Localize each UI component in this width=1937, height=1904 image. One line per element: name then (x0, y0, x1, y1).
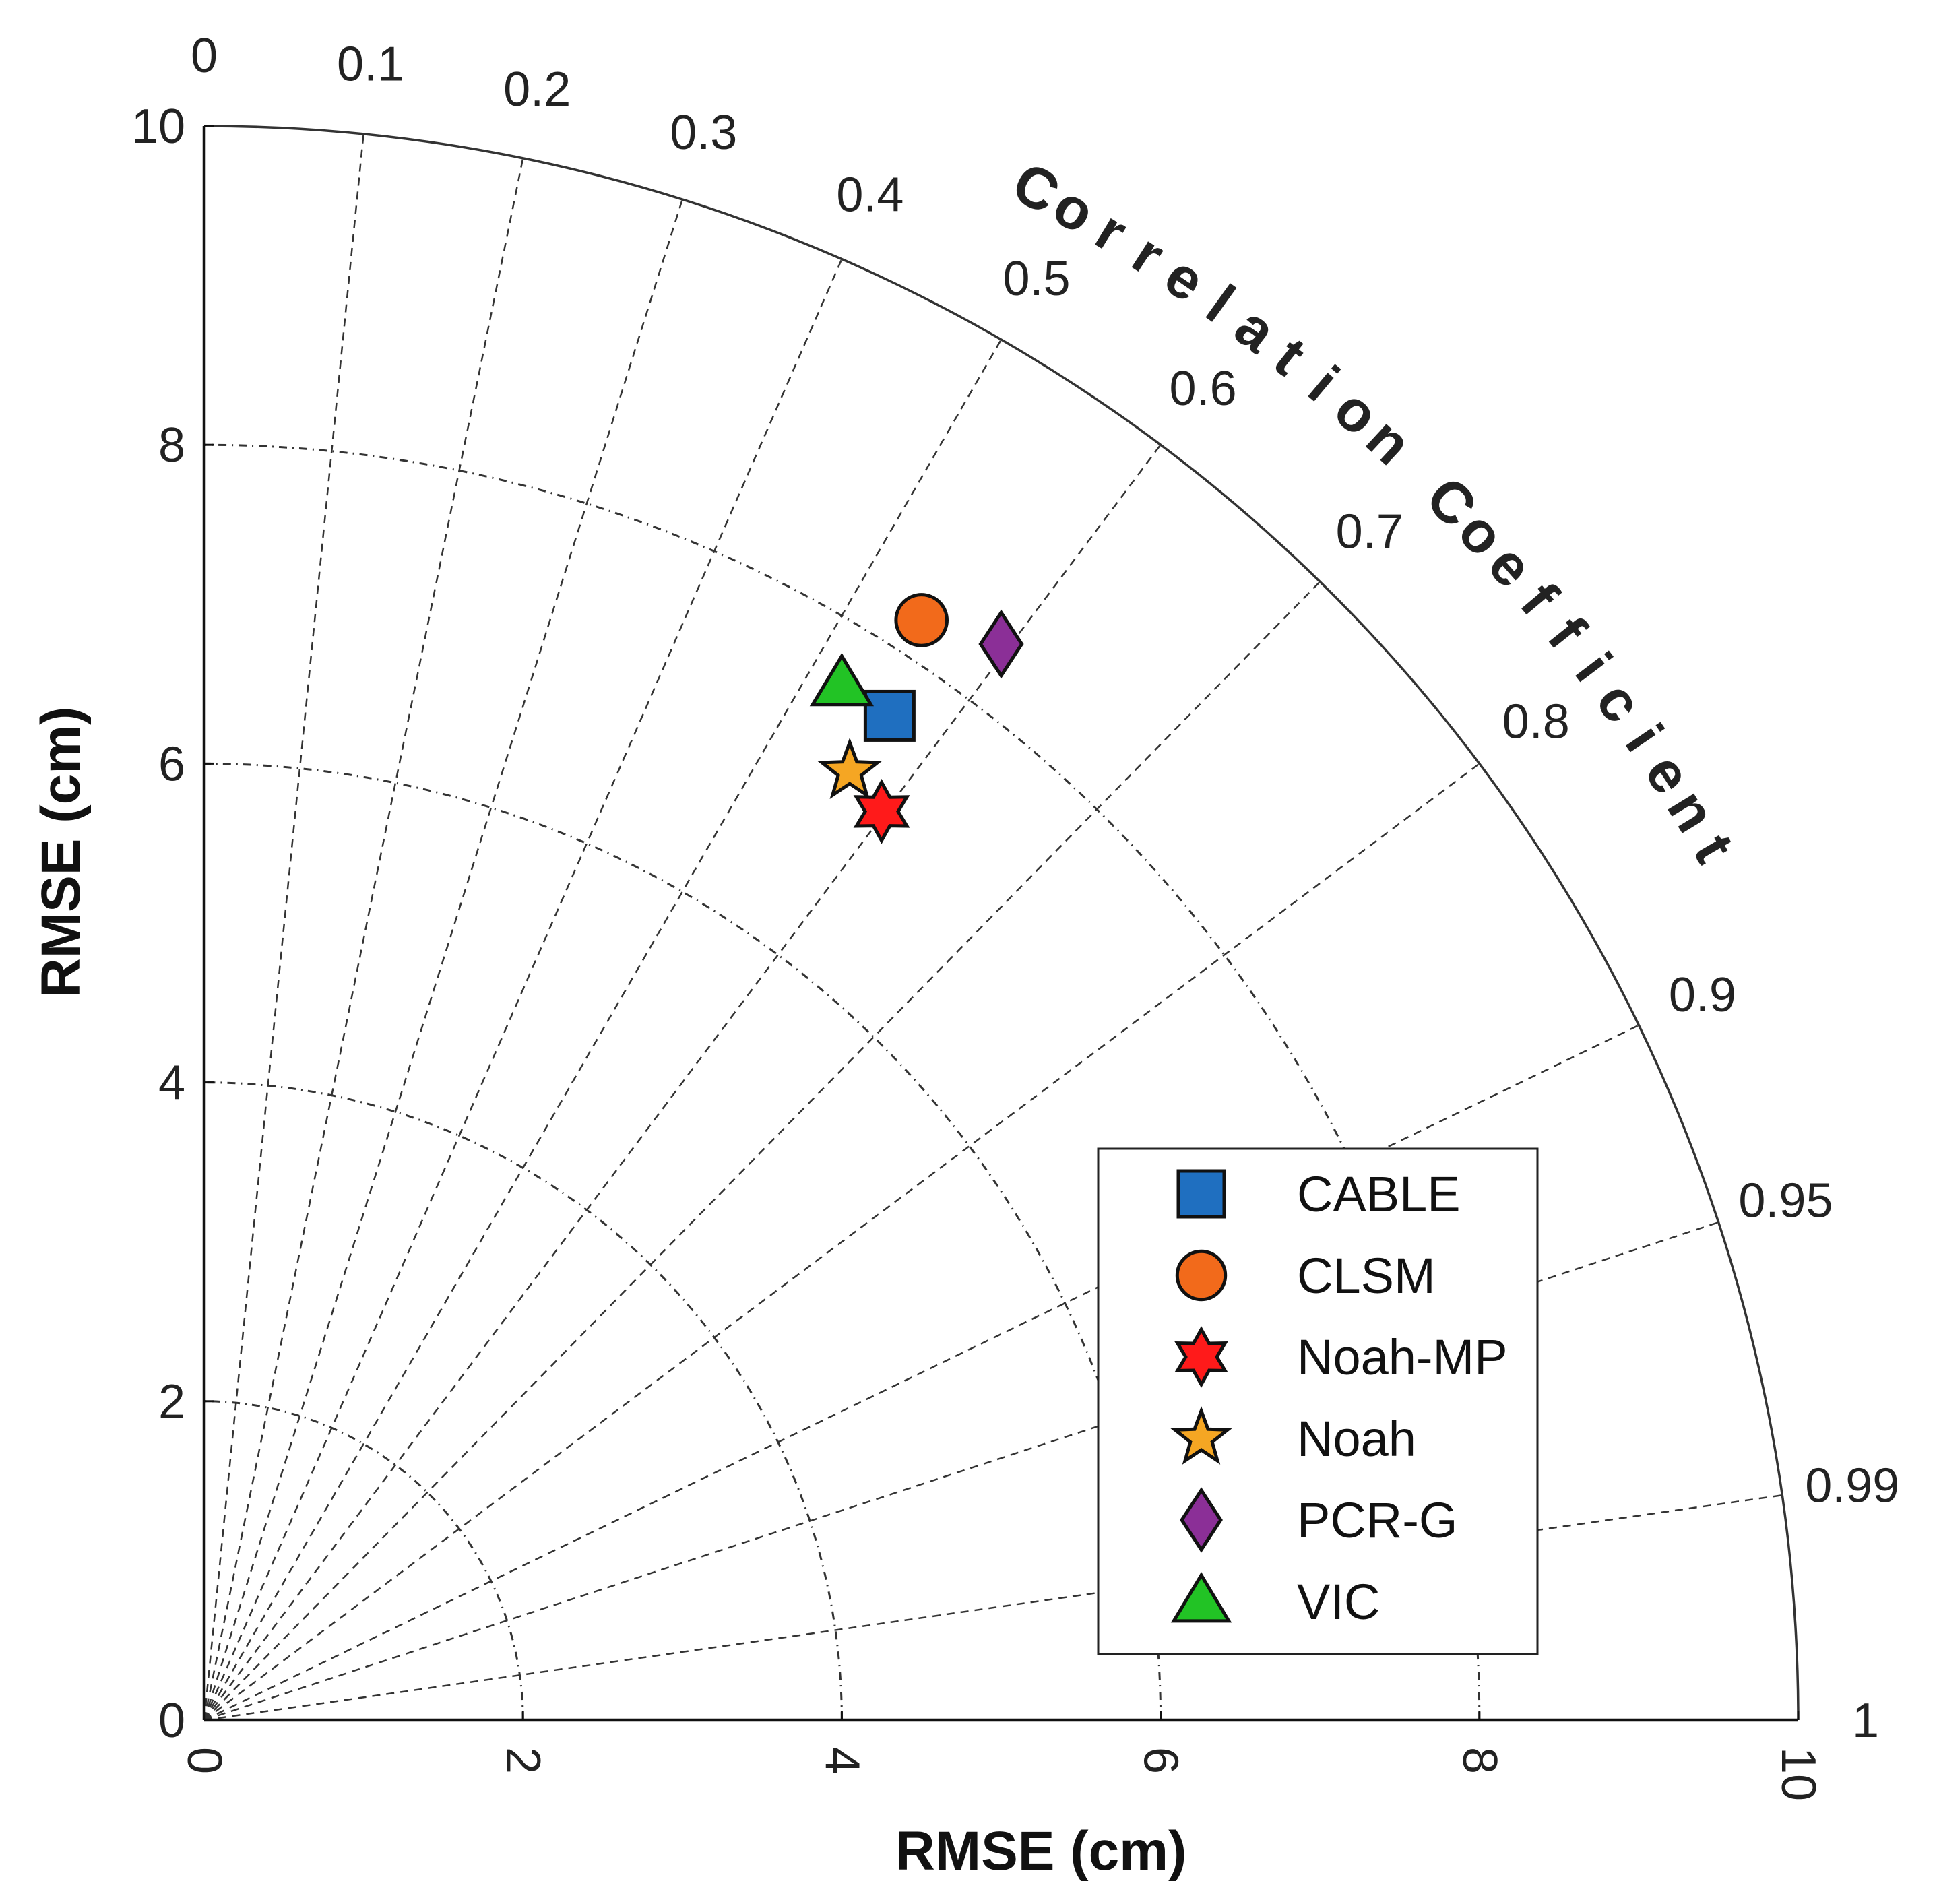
correlation-title-char: c (1583, 670, 1655, 734)
legend-marker-pcr-g (1180, 1487, 1223, 1553)
marker-clsm (894, 593, 949, 647)
marker-layer (809, 593, 1024, 844)
correlation-title-char: e (1153, 243, 1217, 315)
marker-noah-mp (853, 779, 910, 844)
legend-box (1097, 1147, 1539, 1655)
y-tick-label: 2 (158, 1375, 185, 1429)
y-axis-label: RMSE (cm) (30, 707, 92, 998)
legend-marker-clsm (1175, 1249, 1228, 1302)
legend-marker-noah-mp (1174, 1326, 1228, 1388)
correlation-tick-label: 0.1 (337, 37, 404, 91)
marker-vic (809, 652, 875, 707)
y-tick-label: 0 (158, 1694, 185, 1748)
x-tick-label: 6 (1134, 1747, 1188, 1774)
correlation-title-char: f (1535, 605, 1598, 661)
correlation-ray-2 (203, 158, 524, 1721)
y-tick-label: 6 (158, 737, 185, 791)
correlation-tick-label: 0.6 (1170, 362, 1237, 416)
x-tick-label: 2 (496, 1747, 550, 1774)
y-tick-label: 4 (158, 1056, 185, 1110)
correlation-ray-9 (203, 1024, 1639, 1721)
correlation-tick-label: 0.9 (1669, 968, 1736, 1022)
rms-circle-2 (203, 1081, 843, 1721)
legend-marker-cable (1176, 1169, 1226, 1219)
correlation-ray-10 (203, 1221, 1719, 1721)
correlation-tick-label: 0.8 (1502, 695, 1570, 749)
correlation-ray-4 (203, 259, 843, 1721)
correlation-tick-label: 0.99 (1805, 1459, 1899, 1513)
x-tick-label: 0 (177, 1747, 231, 1774)
correlation-tick-label: 0.7 (1336, 505, 1403, 559)
x-tick-label: 8 (1453, 1747, 1506, 1774)
frame-layer (202, 125, 1800, 1722)
y-tick-label: 8 (158, 418, 185, 472)
correlation-ray-1 (203, 133, 364, 1721)
legend: CABLE CLSM Noah-MP Noah PCR-G VIC (1097, 1147, 1539, 1655)
correlation-tick-label: 0.95 (1738, 1174, 1833, 1228)
legend-marker-vic (1170, 1572, 1232, 1623)
legend-label: VIC (1297, 1574, 1380, 1630)
legend-label: PCR-G (1297, 1492, 1457, 1548)
correlation-ray-6 (203, 444, 1162, 1721)
legend-label: CABLE (1297, 1166, 1461, 1222)
y-tick-label: 10 (131, 100, 185, 154)
grid-layer (203, 133, 1783, 1721)
correlation-tick-label: 1 (1852, 1694, 1879, 1748)
correlation-tick-label: 0.2 (503, 63, 571, 117)
marker-pcr-g (978, 609, 1024, 679)
correlation-tick-label: 0.3 (670, 106, 737, 160)
x-tick-label: 4 (815, 1747, 868, 1774)
correlation-ray-3 (203, 199, 683, 1721)
correlation-tick-label: 0.4 (836, 168, 903, 222)
x-axis-label: RMSE (cm) (895, 1820, 1187, 1882)
legend-marker-noah (1170, 1406, 1232, 1465)
correlation-ray-11 (203, 1494, 1783, 1721)
marker-noah (817, 737, 883, 800)
legend-label: CLSM (1297, 1248, 1436, 1304)
outer-arc (203, 125, 1800, 1721)
correlation-tick-label: 0.5 (1003, 252, 1070, 306)
rms-circle-1 (203, 1400, 524, 1721)
correlation-ray-8 (203, 763, 1480, 1721)
rms-circle-3 (203, 762, 1162, 1721)
correlation-ray-7 (203, 581, 1321, 1721)
correlation-ray-5 (203, 339, 1003, 1721)
marker-cable (863, 689, 916, 742)
correlation-title-char: i (1613, 713, 1676, 763)
legend-label: Noah (1297, 1411, 1416, 1467)
x-tick-label: 10 (1771, 1747, 1825, 1801)
legend-label: Noah-MP (1297, 1329, 1508, 1385)
correlation-tick-label: 0 (191, 29, 218, 83)
